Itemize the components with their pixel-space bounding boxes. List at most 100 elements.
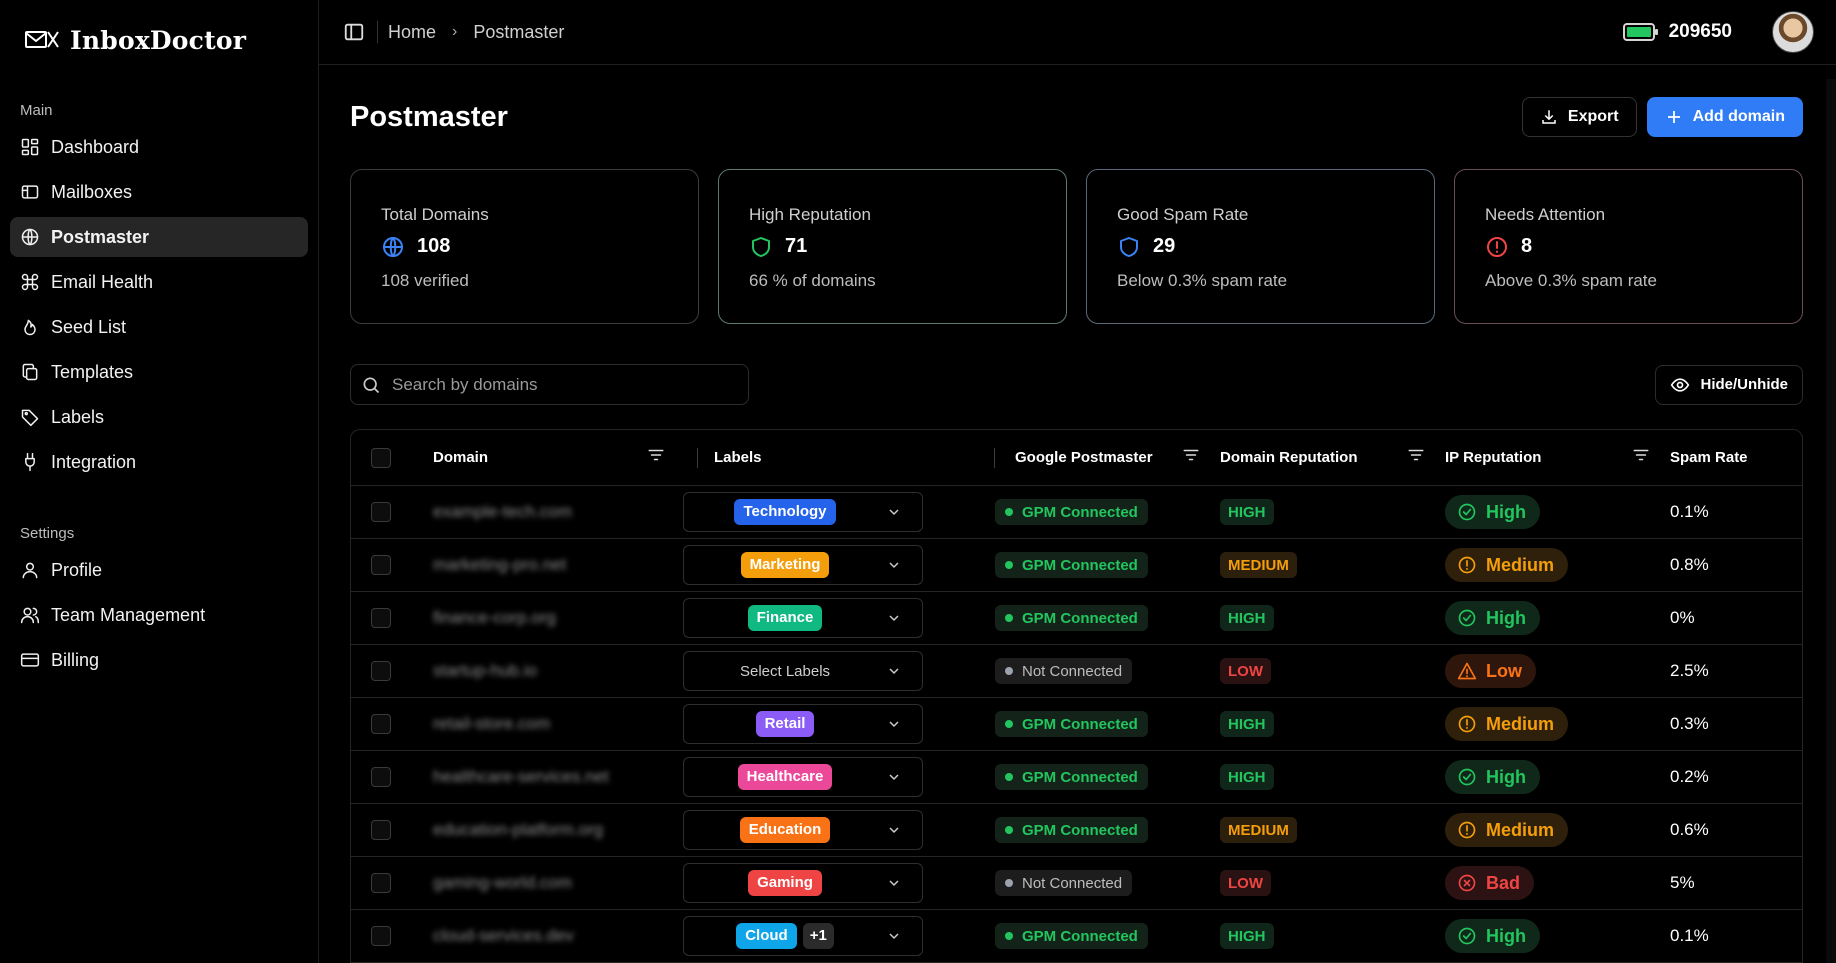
export-button[interactable]: Export xyxy=(1521,97,1637,137)
row-checkbox[interactable] xyxy=(371,608,391,628)
domain-name[interactable]: healthcare-services.net xyxy=(433,767,609,786)
export-label: Export xyxy=(1567,108,1619,125)
table-row[interactable]: example-tech.com Technology GPM Connected H… xyxy=(351,486,1802,539)
labels-select[interactable]: Cloud +1 xyxy=(683,916,923,956)
more-labels-chip: +1 xyxy=(802,923,834,949)
row-checkbox[interactable] xyxy=(371,873,391,893)
chevron-down-icon xyxy=(889,933,899,940)
labels-select[interactable]: Marketing xyxy=(683,545,923,585)
hide-unhide-label: Hide/Unhide xyxy=(1700,376,1788,393)
sidebar-item-integration[interactable]: Integration xyxy=(10,442,308,482)
label-chip: Gaming xyxy=(748,870,822,896)
spam-rate: 0% xyxy=(1670,608,1695,627)
sidebar-item-team-management[interactable]: Team Management xyxy=(10,595,308,635)
sidebar-item-templates[interactable]: Templates xyxy=(10,352,308,392)
table-row[interactable]: healthcare-services.net Healthcare GPM Con… xyxy=(351,751,1802,804)
ip-reputation-text: High xyxy=(1486,501,1526,522)
labels-select[interactable]: Gaming xyxy=(683,863,923,903)
hide-unhide-button[interactable]: Hide/Unhide xyxy=(1655,364,1803,405)
labels-select[interactable]: Education xyxy=(683,810,923,850)
filter-icon[interactable] xyxy=(647,446,665,469)
globe-icon xyxy=(21,228,39,246)
domain-reputation-badge: MEDIUM xyxy=(1220,552,1297,578)
labels-select[interactable]: Select Labels xyxy=(683,651,923,691)
labels-select[interactable]: Finance xyxy=(683,598,923,638)
domain-name[interactable]: retail-store.com xyxy=(433,714,551,733)
table-row[interactable]: gaming-world.com Gaming Not Connected LOW Ba… xyxy=(351,857,1802,910)
gpm-status-badge: GPM Connected xyxy=(995,764,1148,790)
sidebar-item-dashboard[interactable]: Dashboard xyxy=(10,127,308,167)
stat-card-subtext: 108 verified xyxy=(381,270,469,290)
filter-icon[interactable] xyxy=(1182,446,1200,469)
domain-name[interactable]: example-tech.com xyxy=(433,502,572,521)
select-all-checkbox[interactable] xyxy=(371,447,391,468)
filter-icon[interactable] xyxy=(1407,446,1425,469)
chevron-down-icon xyxy=(889,827,899,834)
row-checkbox[interactable] xyxy=(371,714,391,734)
sidebar-toggle-icon[interactable] xyxy=(343,21,365,43)
table-row[interactable]: marketing-pro.net Marketing GPM Connected M… xyxy=(351,539,1802,592)
domain-name[interactable]: marketing-pro.net xyxy=(433,555,567,574)
page-header: Postmaster Export Add domain xyxy=(350,65,1803,169)
sidebar-item-postmaster[interactable]: Postmaster xyxy=(10,217,308,257)
labels-select[interactable]: Healthcare xyxy=(683,757,923,797)
ip-reputation-text: High xyxy=(1486,607,1526,628)
plus-icon xyxy=(1667,111,1680,123)
label-chip: Education xyxy=(739,817,831,843)
ip-reputation-text: Medium xyxy=(1486,713,1555,734)
table-row[interactable]: finance-corp.org Finance GPM Connected HIGH… xyxy=(351,592,1802,645)
table-row[interactable]: retail-store.com Retail GPM Connected HIGH M… xyxy=(351,698,1802,751)
chevron-down-icon xyxy=(889,880,899,887)
labels-select[interactable]: Technology xyxy=(683,492,923,532)
sidebar-item-mailboxes[interactable]: Mailboxes xyxy=(10,172,308,212)
ip-reputation-badge: Medium xyxy=(1445,813,1569,847)
filter-icon[interactable] xyxy=(1632,446,1650,469)
gpm-status-badge: Not Connected xyxy=(995,658,1133,684)
ip-reputation-low-icon xyxy=(1457,662,1477,680)
select-labels-placeholder: Select Labels xyxy=(739,662,831,680)
stat-card-value: 108 xyxy=(417,235,451,257)
sidebar-nav: Main Dashboard Mailboxes Postmaster Email He… xyxy=(0,80,318,680)
sprout-icon xyxy=(24,319,36,336)
sidebar-item-label: Profile xyxy=(51,559,103,580)
sidebar-item-seed-list[interactable]: Seed List xyxy=(10,307,308,347)
search-box[interactable] xyxy=(350,364,749,405)
table-row[interactable]: startup-hub.io Select Labels Not Connected… xyxy=(351,645,1802,698)
domain-name[interactable]: finance-corp.org xyxy=(433,608,556,627)
sidebar-item-labels[interactable]: Labels xyxy=(10,397,308,437)
command-icon xyxy=(21,273,39,291)
row-checkbox[interactable] xyxy=(371,555,391,575)
download-icon xyxy=(1542,110,1556,124)
logo[interactable]: InboxDoctor xyxy=(0,0,318,80)
domain-name[interactable]: education-platform.org xyxy=(433,820,604,839)
row-checkbox[interactable] xyxy=(371,502,391,522)
avatar[interactable] xyxy=(1772,11,1814,53)
domain-name[interactable]: cloud-services.dev xyxy=(433,926,574,945)
domain-name[interactable]: startup-hub.io xyxy=(433,661,537,680)
sidebar-item-profile[interactable]: Profile xyxy=(10,550,308,590)
table-row[interactable]: education-platform.org Education GPM Conne… xyxy=(351,804,1802,857)
gpm-status-text: GPM Connected xyxy=(1022,556,1138,574)
label-chip: Marketing xyxy=(740,552,830,578)
table-body: example-tech.com Technology GPM Connected H… xyxy=(351,486,1802,963)
domain-reputation-badge: LOW xyxy=(1220,870,1271,896)
eye-icon xyxy=(1671,377,1690,392)
breadcrumb-home[interactable]: Home xyxy=(388,21,437,42)
page-scrollbar[interactable] xyxy=(1826,79,1836,963)
table-row[interactable]: cloud-services.dev Cloud +1 GPM Connected HI… xyxy=(351,910,1802,963)
domain-reputation-badge: HIGH xyxy=(1220,764,1274,790)
sidebar-item-email-health[interactable]: Email Health xyxy=(10,262,308,302)
labels-select[interactable]: Retail xyxy=(683,704,923,744)
stat-cards: Total Domains 108 108 verified High Reputat… xyxy=(350,169,1803,324)
search-input[interactable] xyxy=(390,373,734,396)
add-domain-button[interactable]: Add domain xyxy=(1646,97,1803,137)
domain-name[interactable]: gaming-world.com xyxy=(433,873,572,892)
row-checkbox[interactable] xyxy=(371,661,391,681)
row-checkbox[interactable] xyxy=(371,820,391,840)
stat-card-needs-attention: Needs Attention 8 Above 0.3% spam rate xyxy=(1454,169,1803,324)
main: Home › Postmaster 209650 Postmaster Expo… xyxy=(319,0,1836,963)
row-checkbox[interactable] xyxy=(371,926,391,946)
label-chip: Healthcare xyxy=(737,764,833,790)
row-checkbox[interactable] xyxy=(371,767,391,787)
sidebar-item-billing[interactable]: Billing xyxy=(10,640,308,680)
